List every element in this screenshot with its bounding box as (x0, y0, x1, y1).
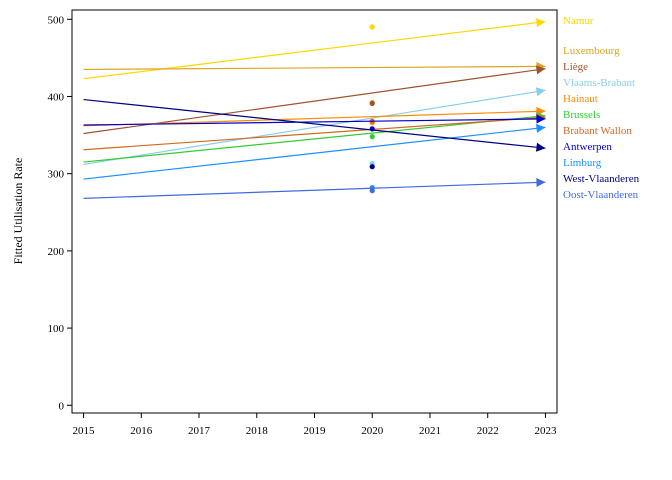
y-tick-label: 300 (48, 169, 65, 181)
x-axis: 2015 2016 2017 2018 2019 2020 2021 2022 2023 (73, 413, 557, 437)
series-line (83, 20, 546, 80)
y-tick-label: 100 (48, 323, 65, 335)
series-line (83, 126, 546, 180)
legend-label: Oost-Vlaanderen (563, 189, 639, 201)
y-tick-label: 400 (48, 91, 65, 103)
series-line (83, 181, 546, 199)
series-arrowhead (536, 123, 546, 133)
series-arrowhead (536, 142, 546, 152)
series-point (369, 100, 375, 107)
series-line (83, 110, 546, 127)
series-line (83, 115, 546, 163)
series-point (369, 134, 375, 140)
legend-label: West-Vlaanderen (563, 173, 640, 185)
x-tick-label: 2021 (419, 425, 441, 437)
series-arrowhead (535, 18, 546, 28)
series-line (83, 118, 546, 126)
series-arrowhead (536, 114, 546, 124)
series-line (83, 116, 546, 151)
x-tick-label: 2018 (246, 425, 269, 437)
x-tick-label: 2016 (130, 425, 153, 437)
x-tick-label: 2017 (188, 425, 211, 437)
series-point (369, 164, 375, 170)
y-tick-label: 0 (59, 400, 65, 412)
x-tick-label: 2019 (304, 425, 327, 437)
x-tick-label: 2015 (73, 425, 96, 437)
legend-label: Luxembourg (563, 45, 620, 57)
legend-label: Limburg (563, 157, 602, 169)
series-point (369, 188, 375, 194)
legend: Namur Luxembourg Liège Vlaams-Brabant Hainau… (563, 15, 640, 201)
series-arrowhead (535, 87, 546, 97)
series-layer (83, 18, 546, 199)
series-arrowhead (536, 177, 546, 187)
x-tick-label: 2020 (361, 425, 384, 437)
legend-label: Namur (563, 15, 594, 27)
legend-label: Antwerpen (563, 141, 612, 153)
legend-label: Liège (563, 61, 588, 73)
legend-label: Vlaams-Brabant (563, 77, 635, 89)
series-line (83, 98, 546, 149)
y-axis: 0 100 200 300 400 500 (48, 14, 72, 412)
x-tick-label: 2023 (534, 425, 557, 437)
series-line (83, 65, 546, 71)
y-tick-label: 200 (48, 246, 65, 258)
series-line (83, 68, 546, 135)
series-point (369, 24, 375, 30)
series-arrowhead (535, 65, 546, 75)
legend-label: Brussels (563, 109, 600, 121)
legend-label: Hainaut (563, 93, 598, 105)
plot-frame (71, 9, 558, 414)
legend-label: Brabant Wallon (563, 125, 632, 137)
series-line (83, 89, 546, 165)
y-axis-title: Fitted Utilisation Rate (11, 158, 25, 265)
y-tick-label: 500 (48, 14, 65, 26)
x-tick-label: 2022 (477, 425, 499, 437)
